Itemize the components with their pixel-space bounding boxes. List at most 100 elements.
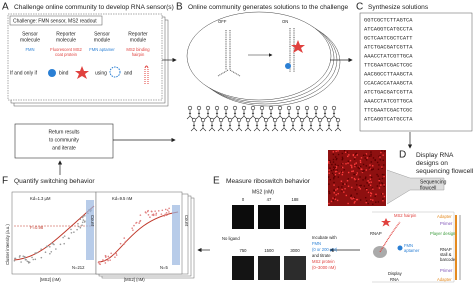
cluster — [356, 193, 358, 195]
point — [132, 229, 134, 231]
cluster — [364, 157, 366, 159]
cluster — [377, 168, 380, 171]
person-body — [258, 110, 266, 120]
kd-label: Kd=9.5 nM — [112, 196, 133, 201]
fmn — [285, 63, 291, 69]
cluster — [333, 176, 335, 179]
point — [84, 214, 86, 217]
cluster — [345, 194, 348, 197]
column-item: FMN aptamer — [89, 47, 115, 52]
point — [70, 228, 72, 231]
cluster — [377, 201, 380, 203]
cluster — [345, 151, 347, 153]
point — [22, 255, 25, 257]
point — [63, 235, 66, 237]
point — [44, 251, 47, 254]
cluster — [364, 177, 367, 180]
cluster — [333, 181, 335, 184]
person-body — [199, 122, 207, 132]
person-body — [307, 122, 315, 132]
cluster — [336, 169, 338, 171]
cluster — [362, 163, 365, 166]
cluster — [378, 155, 380, 158]
cluster — [358, 186, 360, 188]
cluster — [329, 161, 331, 163]
cluster — [334, 167, 336, 170]
panel-title: Display RNA — [416, 152, 454, 159]
point — [49, 245, 51, 248]
point — [138, 222, 140, 224]
cluster — [372, 203, 374, 205]
person-head — [232, 105, 238, 111]
person-body — [312, 110, 320, 120]
sequence: CCACACCATAAGCTA — [364, 80, 413, 86]
person-body — [235, 122, 243, 132]
cluster — [354, 156, 356, 159]
point — [99, 260, 101, 263]
person-body — [186, 110, 194, 120]
person-head — [263, 117, 269, 123]
cluster — [343, 191, 345, 193]
sentence-word: using — [95, 70, 107, 76]
point — [49, 252, 51, 255]
cluster — [380, 193, 383, 195]
cluster — [366, 189, 368, 191]
no-ligand-label: No ligand — [222, 236, 240, 241]
image-tile — [258, 205, 280, 229]
cluster — [370, 151, 372, 153]
cluster — [378, 164, 380, 166]
point — [26, 260, 29, 263]
ms2-hairpin-label: MS2 hairpin — [394, 213, 417, 218]
adapter-label: Adapter — [437, 214, 452, 219]
column-item: FMN — [25, 47, 34, 52]
cluster — [360, 184, 362, 187]
cluster — [329, 167, 331, 169]
cluster — [369, 168, 371, 170]
cluster — [382, 200, 384, 202]
cluster — [330, 169, 333, 172]
cluster — [370, 195, 372, 197]
sequence: ATCTGACGATCGTTA — [364, 44, 413, 50]
person-body — [262, 122, 270, 132]
cluster — [334, 175, 336, 178]
cluster — [370, 176, 373, 179]
panel-letter: C — [356, 2, 363, 13]
point — [81, 216, 84, 219]
panel-letter: E — [213, 176, 220, 187]
concentration-label: 1500 — [264, 248, 274, 253]
cluster — [375, 201, 377, 203]
point — [164, 208, 167, 211]
cluster — [329, 159, 331, 162]
cluster — [382, 198, 384, 200]
cluster — [332, 153, 335, 156]
column-heading: molecule — [56, 37, 76, 43]
return-text: to community — [49, 137, 79, 143]
cluster — [346, 180, 349, 182]
cluster — [379, 159, 381, 161]
challenge-columns: SensormoleculeFMNReportermoleculeFluores… — [20, 31, 150, 57]
cluster — [381, 173, 384, 176]
person-body — [289, 122, 297, 132]
person-head — [322, 105, 328, 111]
column-item: MS2 binding — [126, 47, 150, 52]
person-body — [244, 122, 252, 132]
point — [78, 225, 80, 228]
cluster — [341, 166, 344, 169]
cluster — [336, 199, 339, 202]
cluster — [376, 173, 378, 176]
point — [107, 257, 110, 260]
cluster — [365, 200, 368, 202]
challenge-box — [9, 15, 103, 26]
sequence-list: GGTCGCTCTTAGTCA ATCAGGTCATGCCTA GCTCAATCGC… — [364, 17, 413, 122]
person-body — [222, 110, 230, 120]
sentence-word: If and only if — [10, 70, 38, 76]
point — [133, 224, 135, 227]
sequence: ATCTGACGATCGTTA — [364, 89, 413, 95]
rnap-stall-label: barcode — [440, 257, 456, 262]
person-body — [226, 122, 234, 132]
cluster — [356, 184, 358, 186]
incubate-line: (0–3000 nM) — [312, 265, 336, 270]
column-item: Fluorescent MS2 — [50, 47, 82, 52]
incubate-line: MS2 protein — [312, 259, 335, 264]
cluster — [372, 165, 374, 167]
